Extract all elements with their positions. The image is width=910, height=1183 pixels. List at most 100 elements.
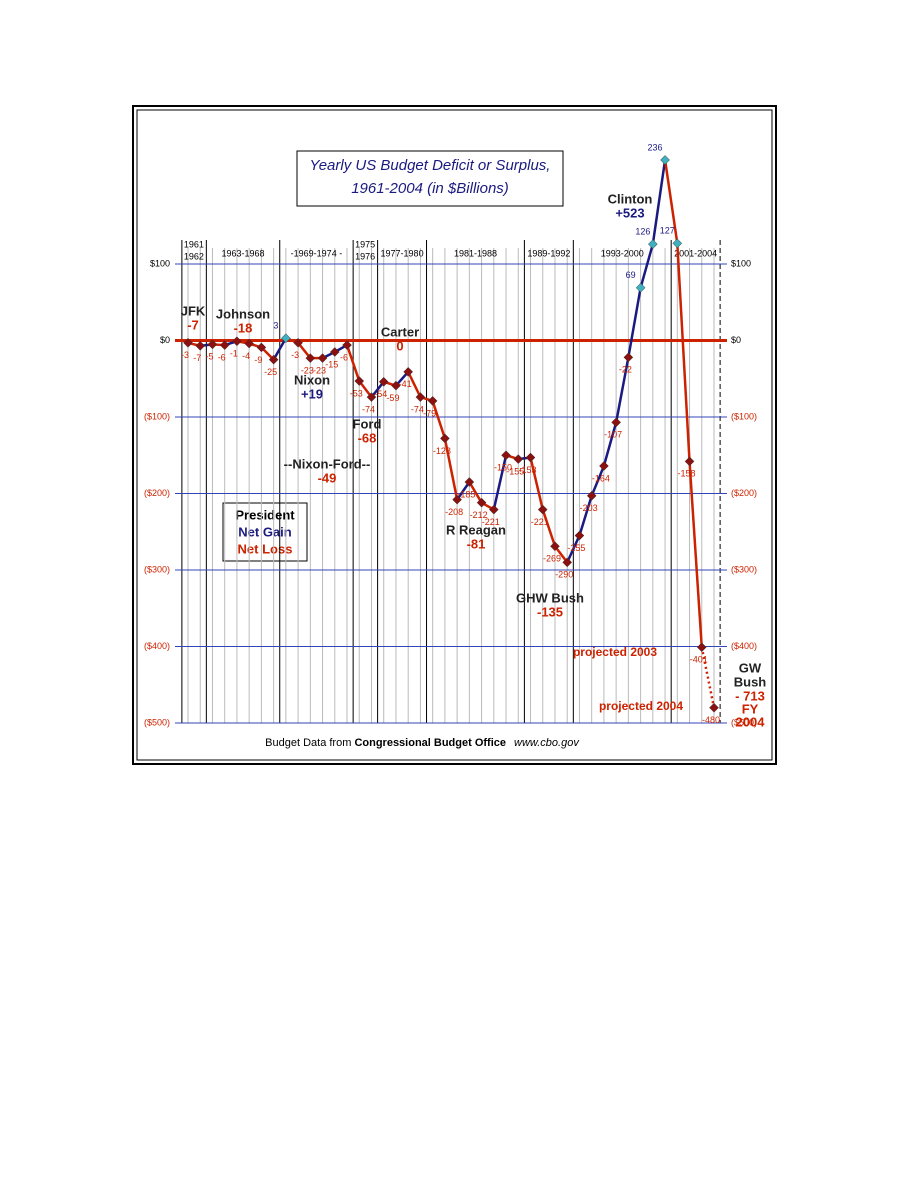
- projection-label: projected 2004: [599, 699, 683, 713]
- value-label: -153: [519, 465, 537, 475]
- data-point: [232, 336, 242, 347]
- president-name: JFK: [181, 303, 206, 318]
- data-point: [525, 452, 536, 463]
- president-net: +19: [301, 386, 323, 401]
- data-point: [403, 367, 414, 377]
- president-name: Nixon: [294, 372, 330, 387]
- data-point: [599, 461, 609, 471]
- president-name: Carter: [381, 324, 419, 339]
- data-point: [709, 702, 719, 713]
- y-tick-label: ($500): [144, 717, 170, 727]
- data-point: [586, 490, 597, 501]
- segment: [700, 647, 716, 708]
- value-label: -5: [205, 352, 213, 362]
- value-label: -128: [433, 446, 451, 456]
- data-point: [342, 340, 352, 350]
- data-point: [611, 417, 621, 428]
- president-net: -7: [187, 317, 199, 332]
- segment: [590, 465, 606, 497]
- data-point: [476, 497, 487, 508]
- data-point: [354, 376, 365, 386]
- y-tick-label: ($300): [144, 564, 170, 574]
- data-point: [281, 333, 291, 344]
- value-label: -164: [592, 473, 610, 483]
- y-tick-label: ($100): [144, 411, 170, 421]
- data-point: [391, 380, 401, 391]
- president-net: -68: [358, 430, 377, 445]
- value-label: -208: [445, 507, 463, 517]
- data-point: [207, 339, 218, 350]
- value-label: -107: [604, 430, 622, 440]
- term-label: 1977-1980: [381, 248, 424, 258]
- data-point: [440, 433, 450, 444]
- data-point: [268, 354, 279, 365]
- data-point: [378, 376, 389, 387]
- term-label: 1962: [184, 251, 204, 261]
- segment: [688, 461, 704, 648]
- term-label: 1981-1988: [454, 248, 497, 258]
- value-label: -203: [580, 503, 598, 513]
- y-tick-label-right: ($100): [731, 411, 757, 421]
- data-point: [562, 557, 573, 568]
- data-point: [696, 642, 707, 653]
- data-point: [623, 352, 634, 363]
- value-label: 127: [660, 226, 675, 236]
- value-label: -7: [193, 353, 201, 363]
- value-label: 126: [635, 226, 650, 236]
- data-point: [488, 504, 499, 515]
- y-tick-label-right: ($200): [731, 488, 757, 498]
- president-net: - 713: [735, 688, 765, 703]
- y-tick-label-right: ($300): [731, 564, 757, 574]
- president-name: GHW Bush: [516, 590, 584, 605]
- y-tick-label: $100: [150, 258, 170, 268]
- value-label: -41: [399, 379, 412, 389]
- value-label: -6: [218, 352, 226, 362]
- data-point: [293, 337, 303, 348]
- legend-gain: Net Gain: [238, 524, 292, 539]
- data-point: [647, 239, 658, 249]
- data-point: [635, 282, 646, 293]
- y-tick-label-right: $100: [731, 258, 751, 268]
- value-label: -401: [690, 655, 708, 665]
- president-net: +523: [615, 205, 644, 220]
- y-tick-label-right: ($400): [731, 641, 757, 651]
- value-label: -221: [531, 517, 549, 527]
- y-tick-label: $0: [160, 335, 170, 345]
- value-label: -15: [325, 359, 338, 369]
- value-label: -290: [555, 570, 573, 580]
- data-point: [366, 392, 377, 402]
- chart-title: Yearly US Budget Deficit or Surplus,: [310, 157, 551, 174]
- data-point: [672, 238, 683, 249]
- data-point: [660, 155, 670, 165]
- data-point: [244, 338, 255, 349]
- data-point: [415, 392, 426, 402]
- value-label: -212: [470, 510, 488, 520]
- legend-title: President: [235, 507, 295, 522]
- data-point: [537, 504, 548, 515]
- projection-label: projected 2003: [573, 645, 657, 659]
- legend-loss: Net Loss: [238, 541, 293, 556]
- value-label: -150: [494, 463, 512, 473]
- president-net: -135: [537, 604, 563, 619]
- segment: [407, 371, 422, 398]
- y-tick-label-right: ($500): [731, 717, 757, 727]
- frame-inner: [136, 109, 773, 761]
- segment: [602, 422, 618, 467]
- president-net: 0: [396, 338, 403, 353]
- segment: [639, 243, 655, 289]
- president-net: FY: [742, 701, 759, 716]
- president-name: Clinton: [608, 191, 653, 206]
- value-label: -155: [506, 466, 524, 476]
- value-label: 3: [273, 321, 278, 331]
- value-label: -53: [350, 388, 363, 398]
- y-tick-label: ($200): [144, 488, 170, 498]
- segment: [345, 344, 361, 382]
- term-label: 2001-2004: [674, 248, 717, 258]
- frame: [132, 105, 777, 765]
- term-label: 1975: [355, 239, 375, 249]
- segment: [272, 337, 287, 361]
- data-point: [256, 342, 267, 353]
- segment: [492, 454, 508, 510]
- president-net: -18: [234, 320, 253, 335]
